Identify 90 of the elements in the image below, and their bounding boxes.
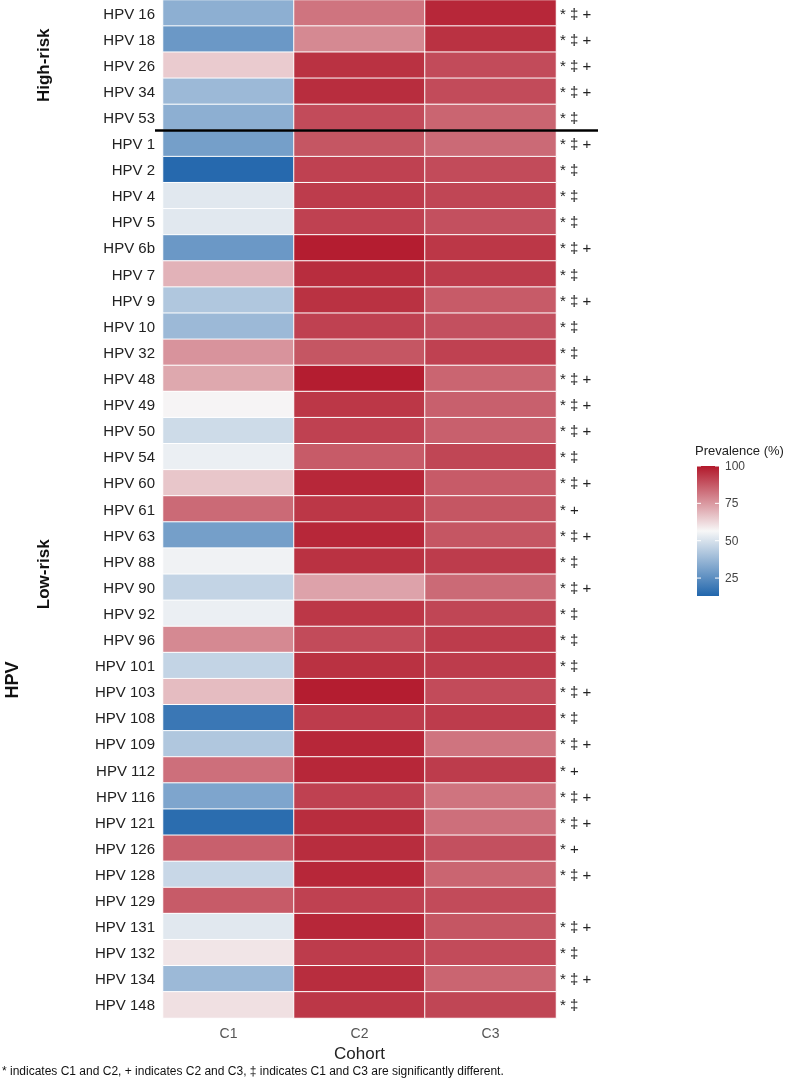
y2-tick-label: * ‡ +: [560, 239, 592, 257]
y-tick-label: HPV 50: [103, 422, 155, 440]
color-bar-label: 25: [725, 571, 739, 586]
y2-tick-label: * ‡: [560, 709, 579, 727]
y2-tick-label: * ‡ +: [560, 526, 592, 544]
y2-tick-label: * ‡ +: [560, 4, 592, 22]
y2-tick-label: * ‡ +: [560, 396, 592, 414]
y2-tick-label: * ‡ +: [560, 735, 592, 753]
x-tick-label: C3: [481, 1025, 500, 1041]
y2-tick-label: * +: [560, 500, 579, 518]
y-tick-label: HPV 131: [94, 918, 155, 936]
y2-tick-label: * ‡: [560, 448, 579, 466]
y2-tick-label: * ‡ +: [560, 56, 592, 74]
y2-tick-label: * ‡ +: [560, 422, 592, 440]
x-tick-label: C1: [219, 1025, 238, 1041]
y2-tick-label: * ‡ +: [560, 474, 592, 492]
y-tick-label: HPV 126: [94, 839, 155, 857]
y-tick-label: HPV 103: [94, 683, 155, 701]
color-bar-label: 100: [725, 459, 746, 473]
y2-tick-label: * ‡: [560, 552, 579, 570]
y-tick-label: HPV 60: [103, 474, 155, 492]
y-tick-label: HPV 92: [103, 604, 155, 622]
y2-tick-label: * ‡ +: [560, 970, 592, 988]
color-bar-label: 75: [725, 496, 739, 511]
y-tick-label: HPV 26: [103, 56, 155, 74]
y-tick-label: HPV 53: [103, 108, 155, 126]
y-tick-label: HPV 128: [94, 865, 155, 883]
y2-tick-label: * ‡ +: [560, 291, 592, 309]
text: High-risk: [33, 27, 53, 103]
y-tick-label: HPV 5: [111, 213, 155, 231]
y2-tick-label: * ‡: [560, 604, 579, 622]
y2-tick-label: * ‡ +: [560, 918, 592, 936]
x-tick-label: C2: [350, 1025, 369, 1041]
y2-tick-label: * ‡ +: [560, 813, 592, 831]
y-tick-label: HPV 129: [94, 892, 155, 910]
y2-tick-label: * ‡: [560, 657, 579, 675]
y-tick-label: HPV 1: [111, 135, 155, 153]
y2-tick-label: * ‡: [560, 187, 579, 205]
y-tick-label: HPV 134: [94, 970, 155, 988]
y2-tick-label: * ‡ +: [560, 865, 592, 883]
y-tick-label: HPV 90: [103, 578, 155, 596]
y2-tick-label: * ‡: [560, 317, 579, 335]
y-tick-label: HPV 7: [111, 265, 155, 283]
y-tick-label: HPV 2: [111, 161, 155, 179]
y2-tick-label: * ‡ +: [560, 82, 592, 100]
text: Low-risk: [33, 538, 53, 610]
y2-tick-label: * ‡: [560, 631, 579, 649]
y-tick-label: HPV 63: [103, 526, 155, 544]
y2-tick-label: * ‡: [560, 996, 579, 1014]
y-tick-label: HPV 108: [94, 709, 155, 727]
y2-tick-label: * ‡: [560, 265, 579, 283]
y2-tick-label: * ‡ +: [560, 135, 592, 153]
y-axis-title: HPV: [2, 661, 22, 699]
y2-tick-label: * ‡: [560, 108, 579, 126]
y-tick-label: HPV 9: [111, 291, 155, 309]
y2-tick-label: * +: [560, 761, 579, 779]
y2-tick-label: * ‡: [560, 944, 579, 962]
y2-tick-label: * ‡ +: [560, 30, 592, 48]
y-tick-label: HPV 96: [103, 631, 155, 649]
y2-tick-label: * ‡: [560, 343, 579, 361]
y-tick-label: HPV 32: [103, 343, 155, 361]
y2-tick-label: * ‡: [560, 213, 579, 231]
text: * indicates C1 and C2, + indicates C2 and C3, ‡ indicates C1 and C3 are significantly different.: [2, 1064, 504, 1078]
y2-tick-label: * ‡ +: [560, 369, 592, 387]
y-tick-label: HPV 16: [103, 4, 155, 22]
y-tick-label: HPV 112: [96, 761, 155, 779]
y-tick-label: HPV 49: [103, 396, 155, 414]
color-bar-label: 50: [725, 533, 739, 548]
y-tick-label: HPV 48: [103, 369, 155, 387]
y-tick-label: HPV 34: [103, 82, 155, 100]
y2-tick-label: * ‡ +: [560, 578, 592, 596]
y2-tick-label: * +: [560, 839, 579, 857]
x-axis-title: Cohort: [333, 1044, 386, 1063]
y-tick-label: HPV 109: [94, 735, 155, 753]
y-tick-label: HPV 4: [111, 187, 155, 205]
y2-tick-label: * ‡ +: [560, 787, 592, 805]
y-tick-label: HPV 54: [103, 448, 155, 466]
y2-tick-label: * ‡: [560, 161, 579, 179]
y-tick-label: HPV 116: [96, 787, 155, 805]
y-tick-label: HPV 6b: [103, 239, 155, 257]
y-tick-label: HPV 18: [103, 30, 155, 48]
y-tick-label: HPV 61: [103, 500, 155, 518]
y-tick-label: HPV 88: [103, 552, 155, 570]
y2-tick-label: * ‡ +: [560, 683, 592, 701]
y-tick-label: HPV 10: [103, 317, 155, 335]
color-bar-title: Prevalence (%): [695, 442, 784, 458]
y-tick-label: HPV 101: [94, 657, 155, 675]
y-tick-label: HPV 132: [94, 944, 155, 962]
y-tick-label: HPV 121: [94, 813, 155, 831]
y-tick-label: HPV 148: [94, 996, 155, 1014]
